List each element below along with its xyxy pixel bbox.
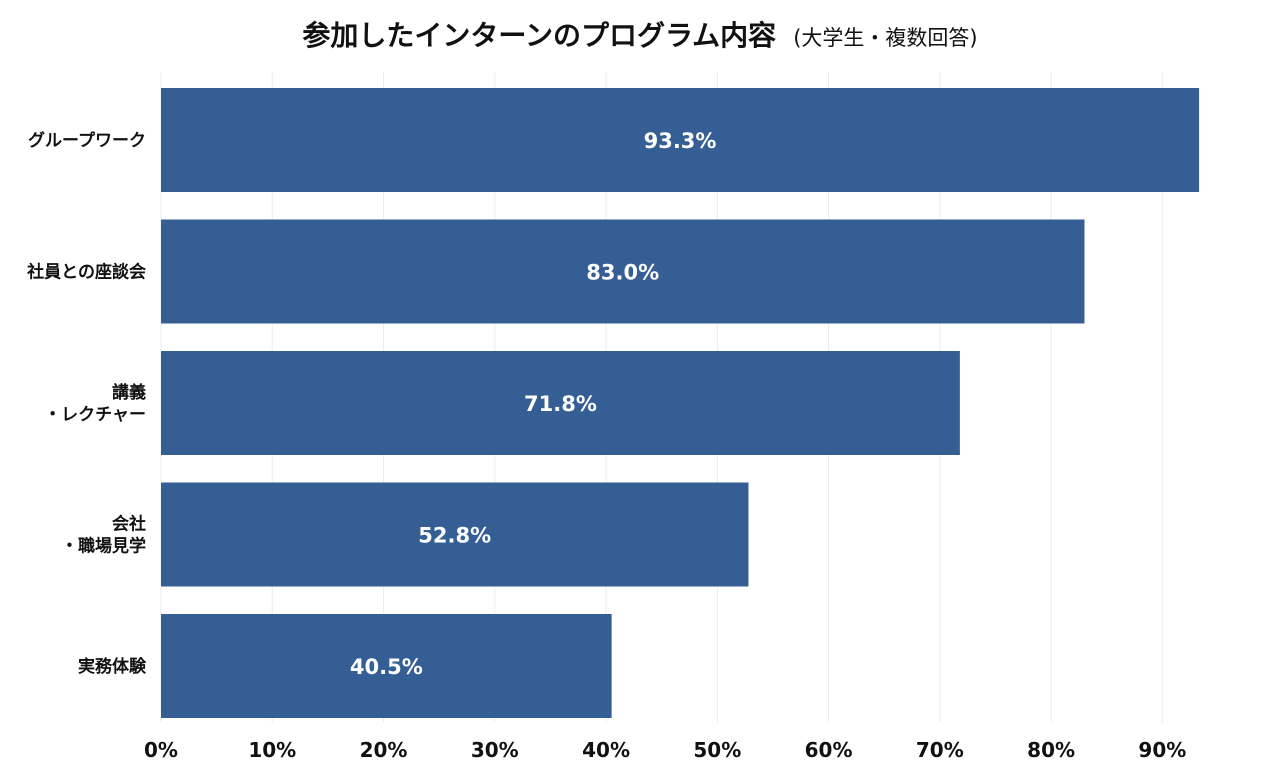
category-label-2-line-1: ・レクチャー — [44, 405, 146, 425]
bar-4 — [161, 614, 612, 718]
x-tick-label-1: 10% — [248, 738, 296, 762]
bar-1 — [161, 219, 1085, 324]
bar-layer — [161, 88, 1200, 718]
category-label-3-line-0: 会社 — [112, 514, 146, 535]
chart-title: 参加したインターンのプログラム内容 (大学生・複数回答) — [302, 19, 977, 52]
chart-subtitle: (大学生・複数回答) — [793, 26, 977, 50]
value-label-2: 71.8% — [524, 392, 597, 416]
x-tick-label-5: 50% — [693, 738, 741, 762]
value-label-3: 52.8% — [418, 524, 491, 548]
x-tick-label-9: 90% — [1138, 738, 1186, 762]
category-label-3: 会社・職場見学 — [61, 514, 146, 557]
bar-2 — [161, 351, 960, 455]
category-label-1: 社員との座談会 — [26, 262, 146, 283]
value-label-1: 83.0% — [586, 261, 659, 285]
x-tick-label-7: 70% — [916, 738, 964, 762]
category-label-0: グループワーク — [28, 130, 146, 151]
bar-0 — [161, 88, 1200, 192]
bar-3 — [161, 482, 749, 587]
category-label-2-line-0: 講義 — [112, 382, 146, 403]
x-tick-label-2: 20% — [360, 738, 408, 762]
category-label-2: 講義・レクチャー — [44, 382, 146, 425]
category-label-4-line-0: 実務体験 — [78, 656, 147, 677]
category-label-3-line-1: ・職場見学 — [61, 536, 146, 557]
value-label-4: 40.5% — [350, 655, 423, 679]
chart-title-main: 参加したインターンのプログラム内容 — [302, 19, 776, 52]
x-tick-label-4: 40% — [582, 738, 630, 762]
label-layer: 93.3% グループワーク 83.0% 社員との座談会 71.8% 講義・レクチャー 52.… — [26, 129, 716, 679]
category-label-4: 実務体験 — [78, 656, 147, 677]
x-tick-label-0: 0% — [144, 738, 178, 762]
value-label-0: 93.3% — [644, 129, 717, 153]
x-tick-label-6: 60% — [805, 738, 853, 762]
x-axis-ticks: 0% 10% 20% 30% 40% 50% 60% 70% 80% 90% — [144, 738, 1186, 762]
category-label-1-line-0: 社員との座談会 — [26, 262, 146, 283]
x-tick-label-3: 30% — [471, 738, 519, 762]
x-tick-label-8: 80% — [1027, 738, 1075, 762]
category-label-0-line-0: グループワーク — [28, 130, 146, 151]
